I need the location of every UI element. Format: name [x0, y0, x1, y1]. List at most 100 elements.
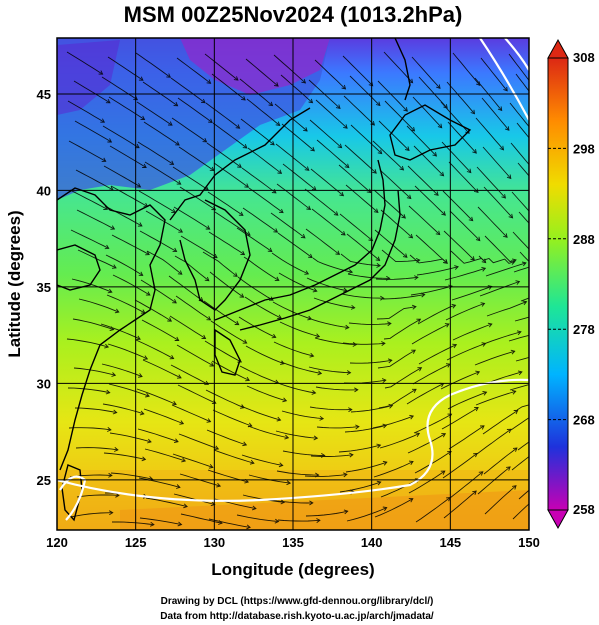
- streamline: [177, 384, 216, 404]
- streamline-arrowhead: [382, 460, 388, 466]
- streamline-arrowhead: [100, 118, 106, 123]
- streamline: [71, 278, 112, 293]
- streamline: [417, 304, 456, 325]
- streamline-arrowhead: [145, 392, 150, 398]
- streamline-arrowhead: [475, 370, 481, 376]
- colorbar-tick-label: 288: [573, 232, 595, 247]
- streamline-arrowhead: [473, 452, 478, 458]
- streamline-arrowhead: [145, 291, 151, 296]
- streamline-arrowhead: [107, 138, 113, 143]
- coastlines: [57, 38, 472, 522]
- streamline: [145, 210, 183, 233]
- streamline-arrowhead: [216, 482, 222, 488]
- streamline-arrowhead: [452, 343, 458, 349]
- streamline: [416, 266, 459, 276]
- streamline-arrowhead: [214, 445, 220, 451]
- x-tick-label: 125: [125, 535, 147, 550]
- streamline: [383, 318, 421, 340]
- streamline: [173, 206, 210, 230]
- streamline-arrowhead: [114, 308, 120, 314]
- streamline-arrowhead: [178, 228, 184, 233]
- streamline-arrowhead: [536, 219, 540, 223]
- streamline: [171, 117, 207, 143]
- streamline-arrowhead: [171, 208, 176, 213]
- streamline-arrowhead: [402, 253, 408, 258]
- colorbar-tick-label: 308: [573, 50, 595, 65]
- streamline: [108, 383, 150, 397]
- streamline: [202, 251, 238, 277]
- streamline-arrowhead: [503, 86, 508, 92]
- streamline-arrowhead: [344, 163, 350, 169]
- streamline: [138, 477, 181, 488]
- streamline: [213, 162, 249, 188]
- streamline-arrowhead: [145, 250, 150, 256]
- streamline: [346, 507, 387, 522]
- streamline: [205, 102, 240, 129]
- streamline: [112, 274, 151, 296]
- streamline-arrowhead: [381, 378, 387, 384]
- credit-data: Data from http://database.rish.kyoto-u.a…: [160, 611, 434, 622]
- streamline-arrowhead: [201, 334, 207, 339]
- streamline-arrowhead: [376, 443, 382, 449]
- streamline: [440, 371, 480, 390]
- streamline-arrowhead: [506, 466, 511, 471]
- colorbar-scale: [547, 57, 569, 511]
- streamline-arrowhead: [312, 287, 318, 293]
- streamline-arrowhead: [409, 414, 415, 420]
- streamline: [518, 489, 529, 500]
- streamline: [101, 76, 138, 101]
- streamline-arrowhead: [204, 186, 209, 191]
- streamline: [109, 145, 147, 168]
- streamline: [508, 334, 529, 342]
- streamline-arrowhead: [141, 456, 147, 462]
- streamline-arrowhead: [510, 260, 516, 265]
- streamline-arrowhead: [437, 123, 443, 129]
- streamline-arrowhead: [276, 416, 282, 422]
- streamline: [345, 461, 387, 473]
- streamline-arrowhead: [482, 391, 488, 396]
- streamline: [246, 98, 280, 126]
- streamline-arrowhead: [516, 330, 522, 336]
- streamline: [441, 407, 479, 430]
- streamline-arrowhead: [497, 106, 503, 112]
- streamline-arrowhead: [311, 390, 317, 395]
- streamline: [344, 424, 387, 433]
- streamline-arrowhead: [309, 500, 314, 506]
- streamline-arrowhead: [515, 280, 521, 285]
- streamline: [408, 470, 446, 494]
- streamline-arrowhead: [209, 362, 215, 367]
- streamline: [248, 187, 284, 213]
- streamline: [412, 96, 443, 129]
- streamline-arrowhead: [309, 352, 315, 358]
- streamline: [245, 58, 279, 87]
- streamline-arrowhead: [466, 168, 472, 174]
- streamline-arrowhead: [444, 323, 450, 328]
- streamline-arrowhead: [341, 84, 347, 90]
- y-tick-label: 40: [37, 183, 51, 198]
- colorbar: 308 298 288 278 268 258: [547, 38, 595, 530]
- streamline: [74, 407, 117, 414]
- streamline-arrowhead: [335, 104, 341, 109]
- streamline-arrowhead: [284, 434, 290, 440]
- streamline: [476, 166, 506, 199]
- streamline-arrowhead: [277, 169, 283, 174]
- streamline-arrowhead: [521, 261, 527, 267]
- streamline: [446, 81, 475, 114]
- streamline-arrowhead: [403, 107, 408, 112]
- streamline: [208, 518, 251, 528]
- streamline-arrowhead: [167, 317, 173, 322]
- streamline: [375, 276, 418, 280]
- streamline-arrowhead: [286, 480, 292, 486]
- streamline-arrowhead: [441, 211, 446, 216]
- streamline-arrowhead: [110, 225, 116, 230]
- streamline: [448, 161, 479, 193]
- streamline-arrowhead: [355, 424, 360, 430]
- streamline: [103, 452, 146, 460]
- streamline-arrowhead: [235, 124, 241, 129]
- streamline-arrowhead: [542, 407, 546, 411]
- streamline: [270, 499, 313, 504]
- streamline-arrowhead: [115, 492, 120, 498]
- streamline: [413, 145, 444, 177]
- streamline: [447, 391, 487, 410]
- streamline-arrowhead: [112, 409, 118, 415]
